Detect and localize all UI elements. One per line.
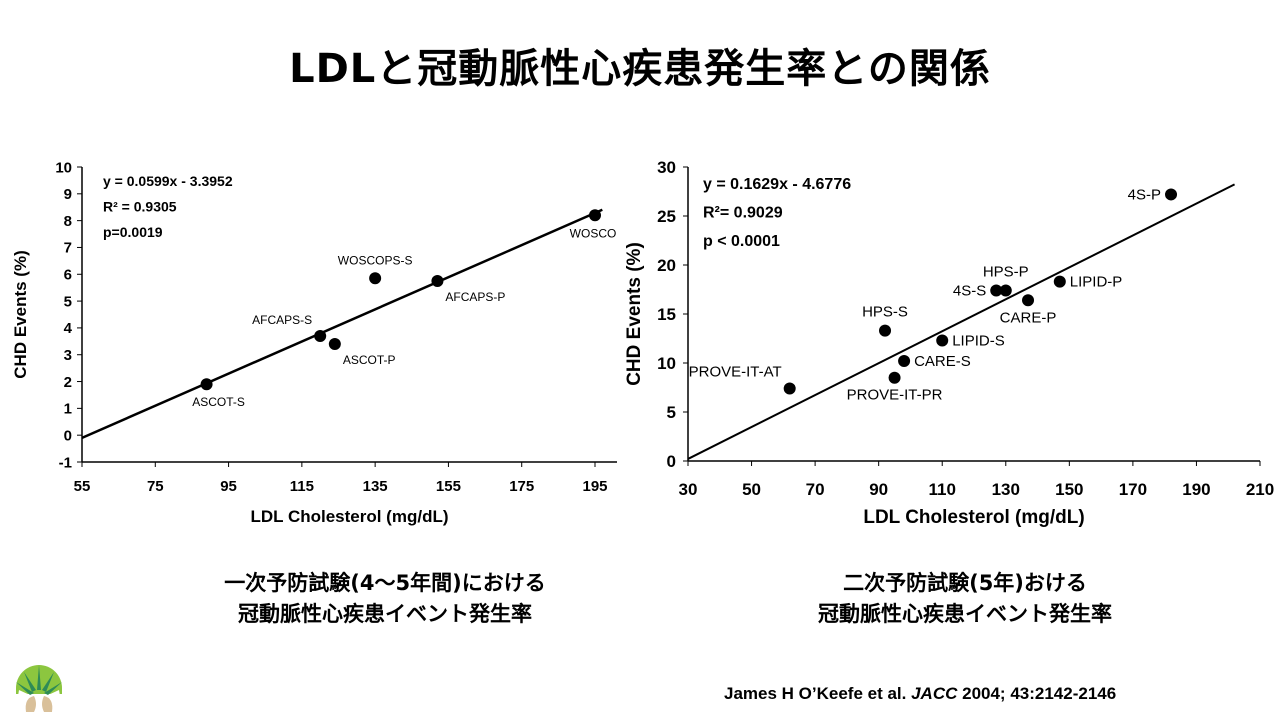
citation-details: 2004; 43:2142-2146 bbox=[957, 684, 1117, 703]
point-label: PROVE-IT-AT bbox=[689, 363, 782, 380]
point-label: CARE-P bbox=[1000, 309, 1057, 326]
data-point bbox=[936, 334, 949, 347]
point-label: 4S-S bbox=[953, 282, 986, 299]
data-point bbox=[431, 274, 444, 287]
regression-stat: p < 0.0001 bbox=[703, 233, 780, 250]
data-point bbox=[898, 355, 911, 368]
right-caption: 二次予防試験(5年)おける 冠動脈性心疾患イベント発生率 bbox=[730, 568, 1200, 630]
slide-title: LDLと冠動脈性心疾患発生率との関係 bbox=[289, 46, 991, 92]
y-tick-label: 10 bbox=[657, 354, 676, 373]
point-label: PROVE-IT-PR bbox=[847, 387, 943, 404]
y-tick-label: 8 bbox=[64, 213, 72, 230]
x-tick-label: 30 bbox=[679, 480, 698, 499]
x-tick-label: 170 bbox=[1119, 480, 1147, 499]
x-tick-label: 95 bbox=[220, 478, 237, 495]
regression-stat: R² = 0.9305 bbox=[103, 199, 177, 215]
y-tick-label: 3 bbox=[64, 347, 72, 364]
regression-stat: R²= 0.9029 bbox=[703, 205, 783, 222]
x-tick-label: 110 bbox=[929, 480, 956, 499]
x-tick-label: 130 bbox=[992, 480, 1020, 499]
y-tick-label: 15 bbox=[657, 305, 676, 324]
y-tick-label: 5 bbox=[667, 403, 676, 422]
data-point bbox=[589, 209, 601, 222]
data-point bbox=[369, 272, 382, 285]
x-tick-label: 50 bbox=[742, 480, 761, 499]
trendline bbox=[81, 208, 603, 440]
data-point bbox=[200, 378, 213, 391]
y-tick-label: 25 bbox=[657, 207, 676, 226]
right-caption-line-1: 二次予防試験(5年)おける bbox=[843, 571, 1087, 595]
left-caption-line-2: 冠動脈性心疾患イベント発生率 bbox=[238, 602, 532, 626]
x-tick-label: 190 bbox=[1182, 480, 1210, 499]
x-tick-label: 75 bbox=[147, 478, 164, 495]
x-tick-label: 150 bbox=[1055, 480, 1083, 499]
point-label: ASCOT-P bbox=[343, 353, 396, 367]
data-point bbox=[314, 329, 327, 342]
y-tick-label: 2 bbox=[64, 374, 72, 391]
data-point bbox=[1053, 275, 1066, 288]
point-label: AFCAPS-P bbox=[445, 290, 505, 304]
x-tick-label: 195 bbox=[582, 478, 607, 495]
y-tick-label: 0 bbox=[64, 427, 72, 444]
x-tick-label: 155 bbox=[436, 478, 461, 495]
y-tick-label: 6 bbox=[64, 267, 72, 284]
point-label: AFCAPS-S bbox=[252, 313, 312, 327]
y-tick-label: 1 bbox=[64, 401, 72, 418]
right-caption-line-2: 冠動脈性心疾患イベント発生率 bbox=[818, 602, 1112, 626]
x-tick-label: 70 bbox=[806, 480, 825, 499]
point-label: ASCOT-S bbox=[192, 395, 245, 409]
primary-chart: 55 75 95 115 135 155 175 195 -1 0 1 2 3 4 5 6 7 8 9 10 ASCOT… bbox=[55, 159, 645, 495]
point-label: WOSCOPS-S bbox=[338, 253, 413, 267]
x-axis-label: LDL Cholesterol (mg/dL) bbox=[863, 507, 1084, 528]
x-tick-label: 175 bbox=[509, 478, 534, 495]
x-axis-label: LDL Cholesterol (mg/dL) bbox=[250, 507, 448, 526]
x-tick-label: 55 bbox=[74, 478, 91, 495]
data-point bbox=[999, 284, 1012, 297]
data-point bbox=[1165, 188, 1178, 201]
y-tick-label: 9 bbox=[64, 186, 72, 203]
data-point bbox=[328, 338, 341, 350]
data-point bbox=[783, 382, 796, 395]
point-label: LIPID-S bbox=[952, 332, 1005, 349]
y-tick-label: 7 bbox=[64, 240, 72, 257]
x-tick-label: 115 bbox=[290, 478, 314, 495]
y-tick-label: -1 bbox=[59, 454, 72, 471]
data-point bbox=[888, 371, 901, 384]
regression-stat: y = 0.1629x - 4.6776 bbox=[703, 176, 851, 193]
regression-stat: y = 0.0599x - 3.3952 bbox=[103, 173, 233, 189]
x-tick-label: 135 bbox=[363, 478, 388, 495]
point-label: HPS-S bbox=[862, 304, 908, 321]
data-point bbox=[990, 284, 1003, 297]
data-point bbox=[879, 324, 892, 337]
y-axis-label: CHD Events (%) bbox=[624, 242, 645, 386]
left-caption: 一次予防試験(4～5年間)における 冠動脈性心疾患イベント発生率 bbox=[150, 568, 620, 630]
point-label: 4S-P bbox=[1128, 186, 1161, 203]
y-tick-label: 5 bbox=[64, 293, 72, 310]
citation-journal: JACC bbox=[911, 684, 958, 703]
y-tick-label: 10 bbox=[55, 159, 72, 176]
point-label: HPS-P bbox=[983, 263, 1029, 280]
y-tick-label: 0 bbox=[667, 452, 676, 471]
trendline bbox=[687, 183, 1236, 460]
y-axis-label: CHD Events (%) bbox=[11, 250, 30, 378]
x-tick-label: 210 bbox=[1246, 480, 1274, 499]
x-tick-label: 90 bbox=[869, 480, 888, 499]
point-label: WOSCOPS-P bbox=[570, 226, 645, 240]
citation: James H O’Keefe et al. JACC 2004; 43:214… bbox=[724, 684, 1116, 704]
left-caption-line-1: 一次予防試験(4～5年間)における bbox=[224, 571, 546, 595]
tree-logo-icon bbox=[16, 665, 62, 712]
y-tick-label: 4 bbox=[64, 320, 73, 337]
y-tick-label: 30 bbox=[657, 158, 676, 177]
secondary-chart: 30 50 70 90 110 130 150 170 190 210 0 5 10 15 20 25 30 PR… bbox=[657, 158, 1274, 499]
y-tick-label: 20 bbox=[657, 256, 676, 275]
point-label: LIPID-P bbox=[1070, 274, 1123, 291]
regression-stat: p=0.0019 bbox=[103, 224, 163, 240]
point-label: CARE-S bbox=[914, 353, 971, 370]
data-point bbox=[1022, 294, 1035, 307]
citation-authors: James H O’Keefe et al. bbox=[724, 684, 912, 703]
